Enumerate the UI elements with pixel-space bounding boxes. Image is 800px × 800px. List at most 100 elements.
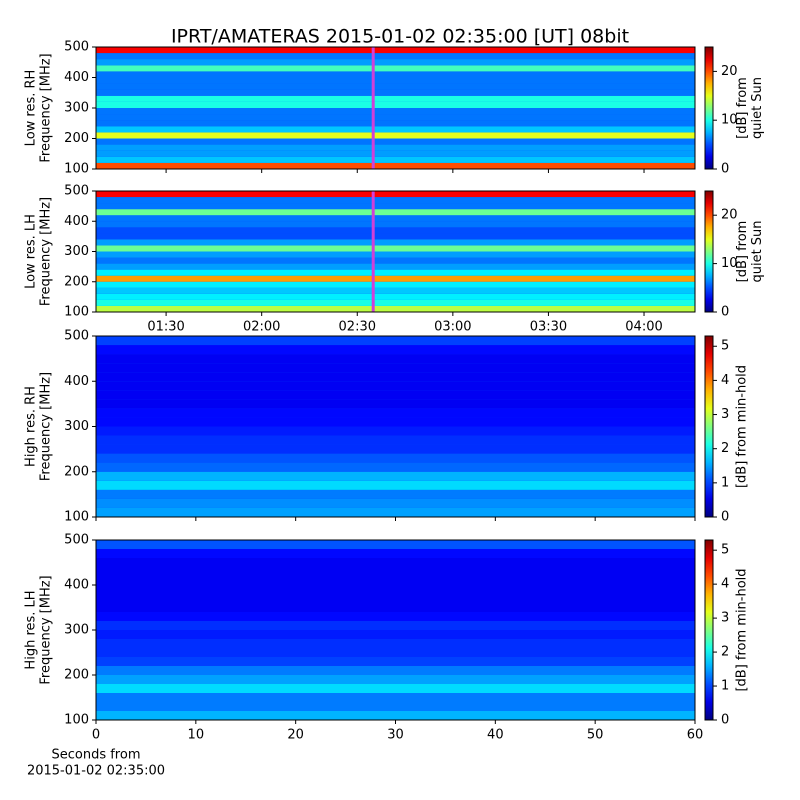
y-axis-label: Frequency [MHz]: [39, 197, 54, 306]
heatmap-row: [96, 336, 695, 346]
y-tick-label: 100: [64, 305, 89, 320]
heatmap-row: [96, 594, 695, 603]
y-tick-label: 100: [64, 510, 89, 525]
heatmap-row: [96, 53, 695, 60]
heatmap-row: [96, 156, 695, 163]
colorbar: [704, 46, 714, 170]
heatmap-row: [96, 498, 695, 508]
heatmap-row: [96, 585, 695, 594]
heatmap-row: [96, 144, 695, 151]
colorbar-tick-label: 0: [721, 510, 729, 525]
colorbar: [704, 190, 714, 313]
colorbar-tick-label: 0: [721, 713, 729, 728]
heatmap-row: [96, 101, 695, 108]
heatmap-row: [96, 138, 695, 145]
colorbar-tick-label: 3: [721, 407, 729, 422]
heatmap-row: [96, 693, 695, 702]
x-tick-label: 60: [687, 728, 704, 743]
heatmap-row: [96, 251, 695, 258]
heatmap-row: [96, 47, 695, 54]
y-axis-label: Low res. LH: [24, 214, 39, 289]
x-tick-label: 50: [587, 728, 604, 743]
colorbar-label: [dB] from min-hold: [735, 365, 750, 488]
heatmap-row: [96, 558, 695, 567]
heatmap-row: [96, 372, 695, 382]
heatmap-row: [96, 345, 695, 355]
heatmap-row: [96, 245, 695, 252]
y-tick-label: 300: [64, 101, 89, 116]
colorbar-tick-label: 1: [721, 475, 729, 490]
colorbar-tick-label: 4: [721, 373, 729, 388]
heatmap-row: [96, 408, 695, 418]
heatmap-row: [96, 657, 695, 666]
heatmap-row: [96, 126, 695, 133]
y-tick-label: 200: [64, 668, 89, 683]
heatmap-row: [96, 65, 695, 72]
heatmap-row: [96, 675, 695, 684]
heatmap-row: [96, 390, 695, 400]
heatmap-row: [96, 162, 695, 169]
heatmap-row: [96, 549, 695, 558]
x-tick-label: 0: [92, 728, 100, 743]
heatmap-row: [96, 576, 695, 585]
y-axis-label: High res. LH: [24, 590, 39, 669]
x-tick-label: 02:30: [339, 320, 376, 335]
y-tick-label: 300: [64, 244, 89, 259]
heatmap-row: [96, 399, 695, 409]
heatmap-row: [96, 453, 695, 463]
y-tick-label: 500: [64, 329, 89, 344]
heatmap-row: [96, 480, 695, 490]
heatmap-row: [96, 221, 695, 228]
heatmap-row: [96, 639, 695, 648]
colorbar-label: quiet Sun: [750, 77, 765, 139]
heatmap-row: [96, 293, 695, 300]
x-tick-label: 30: [387, 728, 404, 743]
x-tick-label: 10: [188, 728, 205, 743]
heatmap-row: [96, 269, 695, 276]
y-axis-label: High res. RH: [24, 386, 39, 467]
heatmap-row: [96, 435, 695, 445]
colorbar-tick-label: 0: [721, 305, 729, 320]
colorbar-tick-label: 20: [721, 64, 738, 79]
heatmap-row: [96, 630, 695, 639]
colorbar-tick-label: 5: [721, 543, 729, 558]
heatmap-row: [96, 648, 695, 657]
y-axis-label: Frequency [MHz]: [39, 372, 54, 481]
colorbar: [704, 539, 714, 721]
heatmap-row: [96, 197, 695, 204]
y-tick-label: 200: [64, 131, 89, 146]
colorbar-tick-label: 5: [721, 339, 729, 354]
y-axis-label: Frequency [MHz]: [39, 53, 54, 162]
x-tick-label: 01:30: [147, 320, 184, 335]
heatmap-row: [96, 299, 695, 306]
y-axis-label: Low res. RH: [24, 70, 39, 147]
y-tick-label: 200: [64, 274, 89, 289]
heatmap-row: [96, 59, 695, 66]
x-tick-label: 20: [287, 728, 304, 743]
heatmap-row: [96, 77, 695, 84]
heatmap-row: [96, 120, 695, 127]
colorbar-label: [dB] from min-hold: [735, 568, 750, 691]
heatmap-row: [96, 684, 695, 693]
colorbar-tick-label: 0: [721, 162, 729, 177]
colorbar-tick-label: 20: [721, 208, 738, 223]
x-tick-label: 04:00: [625, 320, 662, 335]
heatmap-row: [96, 132, 695, 139]
heatmap-row: [96, 666, 695, 675]
heatmap-row: [96, 363, 695, 373]
heatmap-row: [96, 287, 695, 294]
heatmap-row: [96, 71, 695, 78]
heatmap-row: [96, 711, 695, 720]
y-tick-label: 400: [64, 374, 89, 389]
y-tick-label: 200: [64, 464, 89, 479]
y-tick-label: 300: [64, 623, 89, 638]
y-tick-label: 100: [64, 713, 89, 728]
colorbar-label: [dB] from: [735, 77, 750, 139]
heatmap-row: [96, 227, 695, 234]
y-tick-label: 400: [64, 214, 89, 229]
heatmap-row: [96, 540, 695, 549]
colorbar-label: [dB] from: [735, 221, 750, 283]
y-tick-label: 500: [64, 184, 89, 199]
colorbar: [704, 335, 714, 518]
heatmap-row: [96, 417, 695, 427]
